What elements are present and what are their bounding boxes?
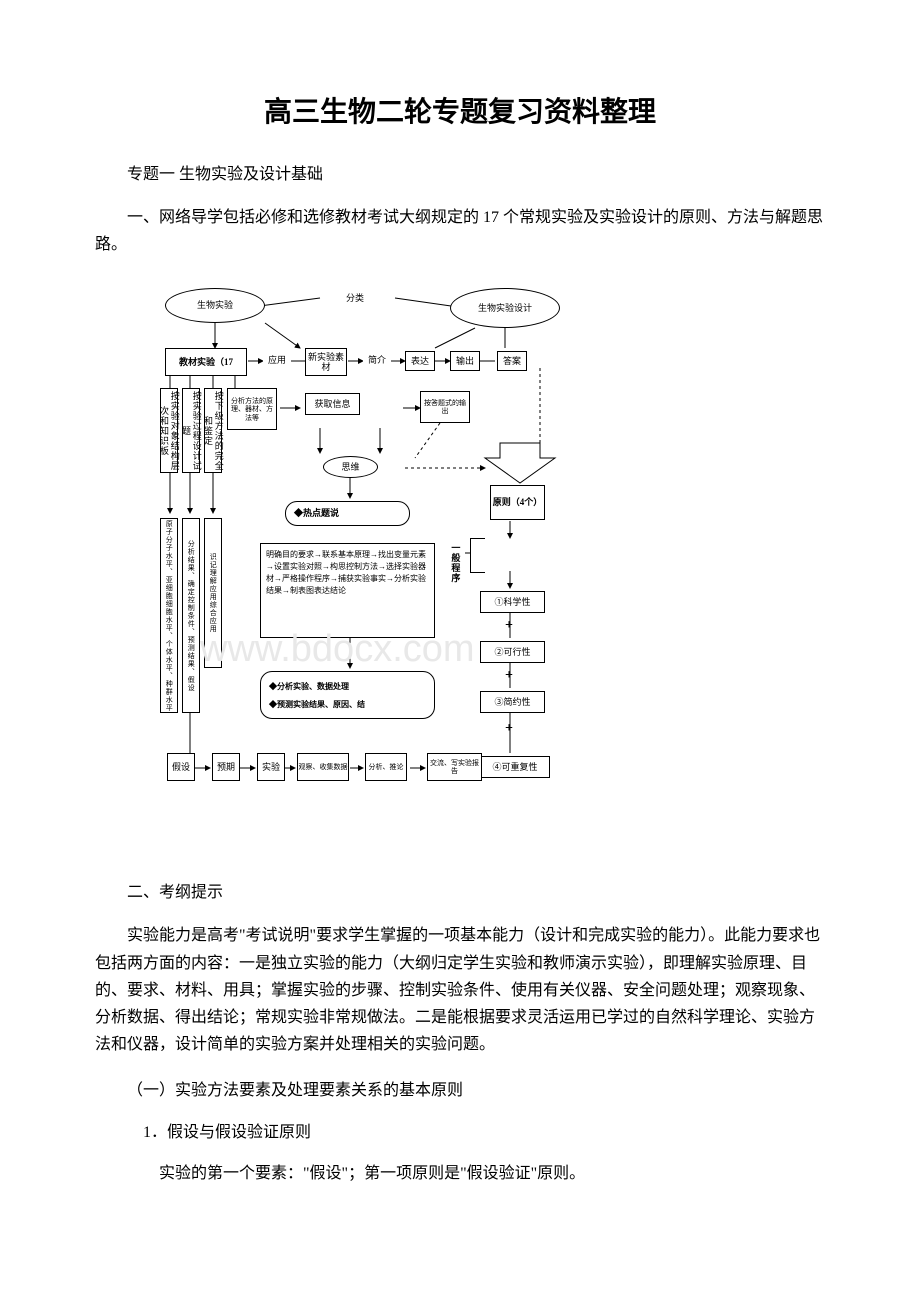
plus-2: + — [505, 668, 513, 684]
node-tech-body: 明确目的要求→联系基本原理→找出变量元素→设置实验对照→构思控制方法→选择实验器… — [260, 543, 435, 638]
node-apply: 应用 — [263, 353, 291, 368]
topic-subtitle: 专题一 生物实验及设计基础 — [95, 160, 825, 184]
node-get-info: 获取信息 — [305, 393, 360, 415]
bracket — [470, 538, 485, 573]
node-bio-exp: 生物实验 — [165, 288, 265, 323]
sub1-title: （一）实验方法要素及处理要素关系的基本原则 — [95, 1076, 825, 1100]
node-p1: ①科学性 — [480, 591, 545, 613]
flowchart-diagram: 生物实验 分类 生物实验设计 教材实验（17 应用 新实验素材 简介 表达 输出… — [145, 273, 625, 808]
node-general-proc: 一般程序 — [445, 538, 465, 588]
node-hypothesis: 假设 — [167, 753, 195, 781]
node-experiment: 实验 — [257, 753, 285, 781]
node-thinking: 思维 — [323, 456, 378, 478]
col-method: 按下级方法的完全和鉴定 — [204, 388, 222, 473]
tech-2-text: ◆分析实验、数据处理 — [269, 682, 349, 692]
node-output: 输出 — [450, 351, 480, 371]
node-brief: 简介 — [363, 353, 391, 368]
section2-body: 实验能力是高考"考试说明"要求学生掌握的一项基本能力（设计和完成实验的能力）。此… — [95, 922, 825, 1058]
node-textbook-exp: 教材实验（17 — [165, 348, 247, 376]
intro-paragraph: 一、网络导学包括必修和选修教材考试大纲规定的 17 个常规实验及实验设计的原则、… — [95, 204, 825, 258]
node-classify: 分类 — [330, 288, 380, 308]
node-predict: 预期 — [212, 753, 240, 781]
node-p4: ④可重复性 — [480, 756, 550, 778]
node-principles: 原则（4个） — [490, 485, 545, 520]
node-new-material: 新实验素材 — [305, 348, 347, 376]
node-output-format: 按答题式的输出 — [420, 391, 470, 423]
col-structure: 按实验对象结构层次和知识板 — [160, 388, 178, 473]
col-process: 按实验过程设计试题 — [182, 388, 200, 473]
sub1-1: 1．假设与假设验证原则 — [95, 1118, 825, 1142]
node-p3: ③简约性 — [480, 691, 545, 713]
node-p2: ②可行性 — [480, 641, 545, 663]
node-tech-extra: ◆分析实验、数据处理 ◆预测实验结果、原因、结 — [260, 671, 435, 719]
left-col-levels: 原子分子水平、亚细胞细胞水平、个体水平、种群水平 — [160, 518, 178, 713]
section2-title: 二、考纲提示 — [95, 878, 825, 902]
left-col-analyze: 分析结果、确定控制条件、预测结果、假设 — [182, 518, 200, 713]
tech-3-text: ◆预测实验结果、原因、结 — [269, 700, 365, 710]
node-analyze-method: 分析方法的原理、器材、方法等 — [227, 388, 277, 430]
left-col-cognition: 识记理解应用综合应用 — [204, 518, 222, 668]
node-express: 表达 — [405, 351, 435, 371]
plus-1: + — [505, 618, 513, 634]
sub1-1-body: 实验的第一个要素："假设"；第一项原则是"假设验证"原则。 — [95, 1160, 825, 1187]
plus-3: + — [505, 721, 513, 737]
node-observe: 观察、收集数据 — [297, 753, 349, 781]
page-title: 高三生物二轮专题复习资料整理 — [95, 90, 825, 130]
node-exp-design: 生物实验设计 — [450, 288, 560, 328]
node-tech-title: ◆热点题说 — [285, 501, 410, 526]
node-report: 交流、写实验报告 — [427, 753, 482, 781]
node-analyze: 分析、推论 — [365, 753, 407, 781]
node-answer: 答案 — [497, 351, 527, 371]
